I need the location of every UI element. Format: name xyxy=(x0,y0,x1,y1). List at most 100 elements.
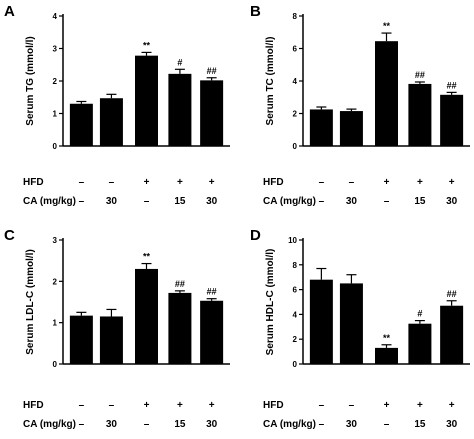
ca-condition: 15 xyxy=(174,419,186,430)
bar xyxy=(168,73,192,146)
ca-row-label: CA (mg/kg) xyxy=(23,419,76,430)
y-tick-label: 2 xyxy=(53,77,58,86)
ca-condition: 30 xyxy=(106,419,118,430)
hfd-row-label: HFD xyxy=(263,400,284,411)
y-tick-label: 4 xyxy=(293,77,298,86)
significance-mark: ## xyxy=(207,66,217,76)
bar xyxy=(135,55,158,146)
hfd-condition: – xyxy=(109,177,115,188)
y-tick-label: 6 xyxy=(293,286,298,295)
hfd-condition: – xyxy=(79,400,85,411)
ca-condition: – xyxy=(79,419,85,430)
y-tick-label: 0 xyxy=(53,360,58,369)
bar xyxy=(375,347,398,364)
ca-row-label: CA (mg/kg) xyxy=(23,196,76,207)
significance-mark: ** xyxy=(383,21,391,31)
ca-condition: – xyxy=(79,196,85,207)
bar xyxy=(440,94,464,146)
y-tick-label: 1 xyxy=(53,319,58,328)
significance-mark: ## xyxy=(415,70,425,80)
hfd-condition: + xyxy=(177,400,183,411)
bar xyxy=(99,98,123,146)
ca-condition: – xyxy=(384,419,390,430)
bar xyxy=(339,283,363,364)
y-axis-label: Serum HDL-C (mmol/l) xyxy=(265,249,276,356)
y-tick-label: 3 xyxy=(53,236,58,245)
ca-row-label: CA (mg/kg) xyxy=(263,196,316,207)
y-tick-label: 0 xyxy=(293,142,298,151)
hfd-condition: – xyxy=(319,177,325,188)
bar xyxy=(408,323,432,364)
bar xyxy=(200,300,224,364)
hfd-condition: + xyxy=(417,400,423,411)
ca-condition: 30 xyxy=(346,196,358,207)
bar xyxy=(375,41,398,146)
hfd-condition: + xyxy=(209,177,215,188)
hfd-condition: + xyxy=(144,400,150,411)
hfd-condition: + xyxy=(417,177,423,188)
significance-mark: # xyxy=(417,309,422,319)
hfd-condition: + xyxy=(384,400,390,411)
hfd-condition: – xyxy=(319,400,325,411)
hfd-condition: + xyxy=(144,177,150,188)
y-tick-label: 2 xyxy=(293,335,298,344)
ca-condition: 30 xyxy=(206,196,218,207)
significance-mark: ## xyxy=(447,80,457,90)
bar xyxy=(168,292,192,364)
ca-condition: – xyxy=(319,196,325,207)
hfd-condition: + xyxy=(384,177,390,188)
ca-condition: – xyxy=(319,419,325,430)
ca-condition: – xyxy=(384,196,390,207)
bar xyxy=(200,80,224,146)
hfd-condition: + xyxy=(449,177,455,188)
significance-mark: ** xyxy=(143,252,151,262)
y-tick-label: 0 xyxy=(53,142,58,151)
y-tick-label: 4 xyxy=(53,12,58,21)
y-tick-label: 0 xyxy=(293,360,298,369)
panel-letter: A xyxy=(4,3,15,20)
bar xyxy=(408,83,432,146)
y-tick-label: 4 xyxy=(293,310,298,319)
significance-mark: ** xyxy=(383,333,391,343)
y-axis-label: Serum LDL-C (mmol/l) xyxy=(25,249,36,355)
significance-mark: ## xyxy=(447,289,457,299)
ca-condition: – xyxy=(144,419,150,430)
ca-condition: 30 xyxy=(446,419,458,430)
y-tick-label: 2 xyxy=(293,110,298,119)
hfd-condition: + xyxy=(449,400,455,411)
ca-condition: 30 xyxy=(206,419,218,430)
ca-condition: 30 xyxy=(446,196,458,207)
panel-letter: C xyxy=(4,227,15,244)
ca-condition: 15 xyxy=(174,196,186,207)
y-tick-label: 1 xyxy=(53,110,58,119)
significance-mark: ** xyxy=(143,40,151,50)
ca-condition: 30 xyxy=(346,419,358,430)
hfd-row-label: HFD xyxy=(23,400,44,411)
hfd-condition: – xyxy=(79,177,85,188)
bar xyxy=(440,305,464,364)
y-axis-label: Serum TG (mmol/l) xyxy=(25,36,36,125)
hfd-row-label: HFD xyxy=(263,177,284,188)
bar xyxy=(309,109,333,146)
bar xyxy=(69,103,93,146)
y-tick-label: 8 xyxy=(293,12,298,21)
hfd-condition: – xyxy=(349,177,355,188)
significance-mark: ## xyxy=(207,287,217,297)
ca-condition: – xyxy=(144,196,150,207)
y-tick-label: 8 xyxy=(293,261,298,270)
ca-condition: 15 xyxy=(414,419,426,430)
y-tick-label: 2 xyxy=(53,277,58,286)
bar xyxy=(309,279,333,364)
ca-row-label: CA (mg/kg) xyxy=(263,419,316,430)
y-tick-label: 3 xyxy=(53,45,58,54)
y-axis-label: Serum TC (mmol/l) xyxy=(265,37,276,126)
hfd-condition: + xyxy=(209,400,215,411)
hfd-condition: – xyxy=(349,400,355,411)
significance-mark: # xyxy=(177,57,182,67)
y-tick-label: 6 xyxy=(293,45,298,54)
y-tick-label: 10 xyxy=(288,236,297,245)
panel-letter: D xyxy=(250,227,261,244)
significance-mark: ## xyxy=(175,279,185,289)
bar xyxy=(339,111,363,146)
